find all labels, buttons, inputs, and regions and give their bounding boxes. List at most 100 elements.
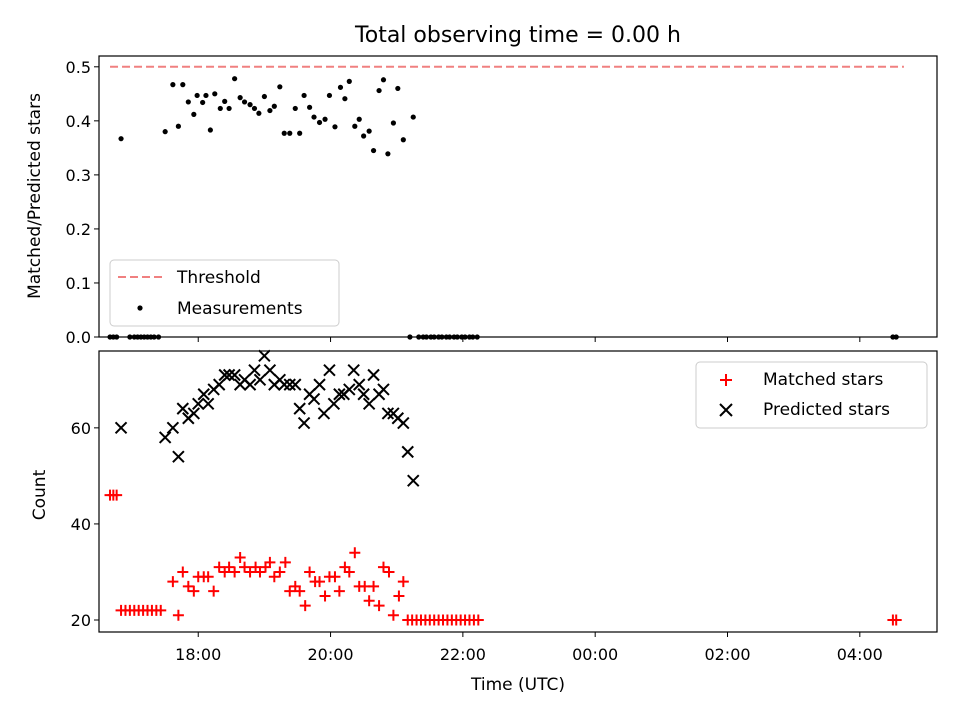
measurements-legend-label: Measurements bbox=[177, 299, 303, 319]
ratio-plot-frame bbox=[98, 55, 938, 338]
count-x-tick-label: 18:00 bbox=[175, 645, 221, 664]
measurement-point bbox=[185, 99, 191, 105]
matched-star-point bbox=[188, 585, 200, 597]
count-plot-frame bbox=[98, 350, 938, 633]
count-y-tick-label: 40 bbox=[71, 515, 91, 534]
matched-star-point bbox=[387, 609, 399, 621]
chart-title: Total observing time = 0.00 h bbox=[354, 23, 681, 48]
measurement-point bbox=[222, 98, 228, 104]
measurement-point bbox=[370, 147, 377, 154]
matched-star-point bbox=[279, 556, 291, 568]
predicted-star-point bbox=[297, 416, 311, 430]
matched-star-point bbox=[363, 595, 375, 607]
x-axis-label: Time (UTC) bbox=[470, 675, 565, 695]
predicted-star-point bbox=[313, 378, 326, 391]
ratio-y-axis-label: Matched/Predicted stars bbox=[25, 93, 45, 299]
predicted-star-point bbox=[253, 373, 267, 387]
matched-star-point bbox=[155, 604, 167, 616]
predicted-star-point bbox=[362, 397, 376, 411]
measurement-point bbox=[212, 91, 218, 97]
matched-star-point bbox=[383, 566, 395, 578]
matched-star-point bbox=[284, 585, 296, 597]
predicted-star-point bbox=[353, 378, 366, 391]
measurement-point bbox=[410, 114, 416, 120]
count-y-tick-label: 20 bbox=[71, 611, 91, 630]
ratio-legend: Threshold Measurements bbox=[109, 259, 340, 327]
measurement-point bbox=[203, 92, 209, 99]
matched-star-point bbox=[213, 561, 225, 573]
measurement-point bbox=[237, 95, 243, 101]
measurement-point bbox=[191, 111, 197, 117]
predicted-star-point bbox=[401, 445, 414, 459]
count-y-tick-label: 60 bbox=[71, 419, 91, 438]
predicted-star-point bbox=[201, 397, 215, 411]
measurement-point bbox=[200, 99, 206, 106]
predicted-star-point bbox=[327, 397, 341, 411]
predicted-star-point bbox=[283, 378, 296, 391]
measurement-point bbox=[400, 137, 406, 143]
measurement-point bbox=[297, 130, 303, 136]
measurement-point bbox=[162, 129, 168, 135]
measurement-point bbox=[247, 102, 253, 108]
predicted-star-point bbox=[278, 378, 291, 391]
measurement-point bbox=[207, 127, 213, 133]
measurement-point bbox=[361, 133, 367, 139]
matched-star-point bbox=[111, 489, 123, 501]
measurement-point bbox=[256, 110, 262, 116]
measurement-point bbox=[226, 105, 232, 112]
ratio-y-tick-label: 0.0 bbox=[66, 328, 91, 347]
predicted-star-point bbox=[218, 368, 231, 382]
measurement-point bbox=[267, 107, 273, 114]
matched-star-point bbox=[368, 580, 380, 592]
measurement-point bbox=[194, 92, 200, 99]
predicted-star-point bbox=[222, 368, 236, 382]
measurement-point bbox=[316, 119, 323, 126]
ratio-y-tick-label: 0.5 bbox=[66, 58, 91, 77]
predicted-star-point bbox=[258, 349, 271, 363]
matched-star-point bbox=[373, 600, 385, 612]
matched-star-point bbox=[229, 566, 241, 578]
matched-star-point bbox=[393, 590, 405, 602]
predicted-star-point bbox=[248, 364, 261, 377]
predicted-star-point bbox=[289, 378, 302, 391]
predicted-star-point bbox=[397, 416, 410, 430]
predicted-star-point bbox=[187, 407, 201, 420]
matched-star-point bbox=[343, 566, 355, 578]
measurement-point bbox=[232, 76, 238, 82]
predicted-star-point bbox=[166, 421, 180, 435]
matched-star-point bbox=[299, 600, 311, 612]
measurement-point bbox=[311, 114, 317, 120]
count-x-tick-label: 02:00 bbox=[704, 645, 750, 664]
measurement-point bbox=[118, 136, 124, 142]
measurement-point bbox=[322, 116, 328, 122]
predicted-star-point bbox=[307, 392, 321, 406]
measurement-point bbox=[346, 78, 352, 84]
matched-star-point bbox=[890, 614, 902, 626]
count-x-tick-label: 20:00 bbox=[307, 645, 353, 664]
count-plot: 20 40 60 18:00 20:00 22:00 00:00 02:00 04:00 bbox=[71, 349, 902, 664]
ratio-y-tick-label: 0.1 bbox=[66, 274, 91, 293]
measurement-point bbox=[292, 105, 298, 112]
ratio-legend-box bbox=[109, 259, 340, 327]
count-y-axis-label: Count bbox=[30, 469, 50, 520]
predicted-star-point bbox=[323, 364, 336, 377]
matched-star-point bbox=[294, 585, 306, 597]
count-legend-box bbox=[695, 361, 928, 429]
predicted-star-point bbox=[243, 378, 257, 391]
matched-star-point bbox=[319, 590, 331, 602]
matched-star-point bbox=[377, 561, 389, 573]
predicted-star-point bbox=[172, 450, 185, 463]
matched-star-point bbox=[274, 566, 286, 578]
measurement-point bbox=[395, 85, 401, 92]
predicted-star-point bbox=[293, 402, 306, 415]
measurement-point bbox=[390, 120, 397, 126]
measurement-point bbox=[380, 77, 387, 83]
predicted-star-point bbox=[114, 421, 128, 435]
matched-star-point bbox=[234, 552, 246, 564]
ratio-y-tick-label: 0.4 bbox=[66, 112, 91, 131]
measurement-point bbox=[277, 84, 283, 90]
matched-star-point bbox=[239, 561, 251, 573]
measurement-point bbox=[301, 92, 307, 99]
measurement-point bbox=[281, 130, 287, 136]
